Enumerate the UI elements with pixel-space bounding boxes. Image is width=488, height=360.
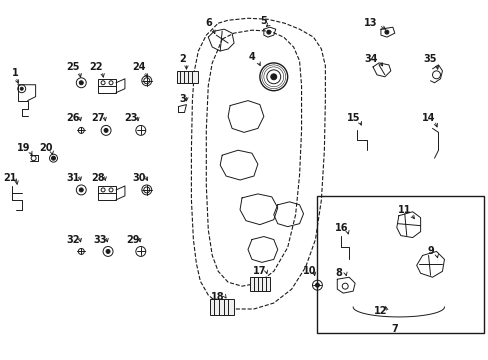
- Text: 10: 10: [302, 266, 316, 276]
- Text: 7: 7: [391, 324, 397, 334]
- Text: 14: 14: [421, 113, 434, 123]
- Text: 12: 12: [373, 306, 387, 316]
- Text: 16: 16: [334, 222, 347, 233]
- Circle shape: [79, 188, 83, 192]
- Bar: [317, 196, 483, 333]
- Text: 15: 15: [346, 113, 360, 123]
- Text: 28: 28: [91, 173, 105, 183]
- Circle shape: [104, 129, 108, 132]
- Bar: [98, 79, 116, 93]
- Text: 26: 26: [66, 113, 80, 123]
- Text: 29: 29: [126, 234, 140, 244]
- Text: 18: 18: [211, 292, 224, 302]
- Text: 25: 25: [66, 62, 80, 72]
- Circle shape: [266, 30, 270, 34]
- Text: 8: 8: [335, 268, 342, 278]
- Text: 21: 21: [3, 173, 17, 183]
- Text: 19: 19: [17, 143, 30, 153]
- Circle shape: [315, 283, 319, 287]
- Circle shape: [384, 30, 388, 34]
- Text: 6: 6: [204, 18, 211, 28]
- Text: 23: 23: [124, 113, 137, 123]
- Bar: [249, 277, 269, 291]
- Text: 35: 35: [423, 54, 436, 64]
- Text: 1: 1: [12, 68, 19, 78]
- Text: 24: 24: [132, 62, 145, 72]
- Circle shape: [51, 156, 55, 160]
- Bar: [98, 186, 116, 200]
- Text: 34: 34: [364, 54, 377, 64]
- Text: 32: 32: [66, 234, 80, 244]
- Text: 17: 17: [253, 266, 266, 276]
- Text: 20: 20: [39, 143, 52, 153]
- Text: 30: 30: [132, 173, 145, 183]
- Text: 13: 13: [364, 18, 377, 28]
- Text: 2: 2: [179, 54, 185, 64]
- Text: 5: 5: [260, 16, 266, 26]
- Circle shape: [79, 81, 83, 85]
- Text: 4: 4: [248, 52, 255, 62]
- Text: 33: 33: [93, 234, 107, 244]
- Bar: [210, 299, 234, 315]
- Text: 27: 27: [91, 113, 104, 123]
- Text: 11: 11: [397, 205, 411, 215]
- Text: 9: 9: [427, 247, 433, 256]
- Circle shape: [106, 249, 110, 253]
- Text: 31: 31: [66, 173, 80, 183]
- Text: 3: 3: [179, 94, 185, 104]
- Circle shape: [270, 74, 276, 80]
- Circle shape: [20, 87, 23, 90]
- Bar: [176, 71, 198, 83]
- Text: 22: 22: [89, 62, 102, 72]
